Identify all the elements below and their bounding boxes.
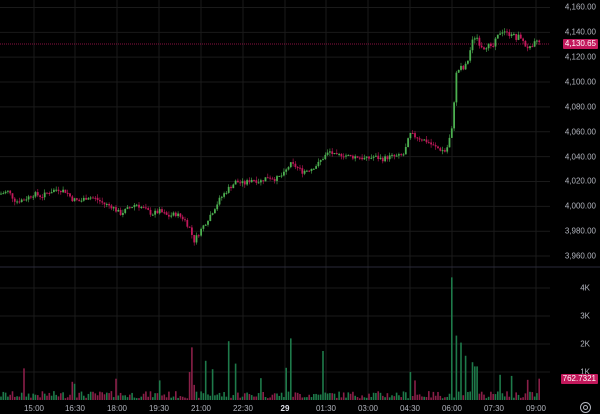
price-tick-label: 3,960.00: [564, 251, 596, 261]
time-tick-label: 19:30: [148, 404, 170, 413]
time-tick-label: 18:00: [106, 404, 128, 413]
time-tick-label: 21:00: [190, 404, 212, 413]
price-tick-label: 4,100.00: [564, 77, 596, 87]
time-tick-label: 29: [280, 404, 290, 413]
time-tick-label: 09:00: [525, 404, 547, 413]
time-tick-label: 04:30: [399, 404, 421, 413]
price-tick-label: 4,140.00: [564, 27, 596, 37]
time-tick-label: 03:00: [357, 404, 379, 413]
price-tick-label: 3,980.00: [564, 226, 596, 236]
price-tick-label: 4,020.00: [564, 176, 596, 186]
time-tick-label: 15:00: [23, 404, 45, 413]
price-tick-label: 4,160.00: [564, 2, 596, 12]
volume-tick-label: 3K: [580, 311, 590, 321]
last-price-tag: 4,130.65: [562, 38, 598, 49]
time-tick-label: 16:30: [64, 404, 86, 413]
time-tick-label: 01:30: [315, 404, 337, 413]
time-tick-label: 07:30: [483, 404, 505, 413]
price-tick-label: 4,120.00: [564, 52, 596, 62]
time-tick-label: 22:30: [232, 404, 254, 413]
price-tick-label: 4,000.00: [564, 201, 596, 211]
time-tick-label: 06:00: [441, 404, 463, 413]
price-tick-label: 4,060.00: [564, 127, 596, 137]
price-tick-label: 4,040.00: [564, 152, 596, 162]
price-tick-label: 4,080.00: [564, 102, 596, 112]
volume-tick-label: 4K: [580, 283, 590, 293]
volume-tick-label: 1K: [580, 367, 590, 377]
last-volume-tag: 762.7321: [560, 373, 598, 384]
settings-gear-icon[interactable]: [580, 402, 591, 413]
volume-tick-label: 2K: [580, 339, 590, 349]
